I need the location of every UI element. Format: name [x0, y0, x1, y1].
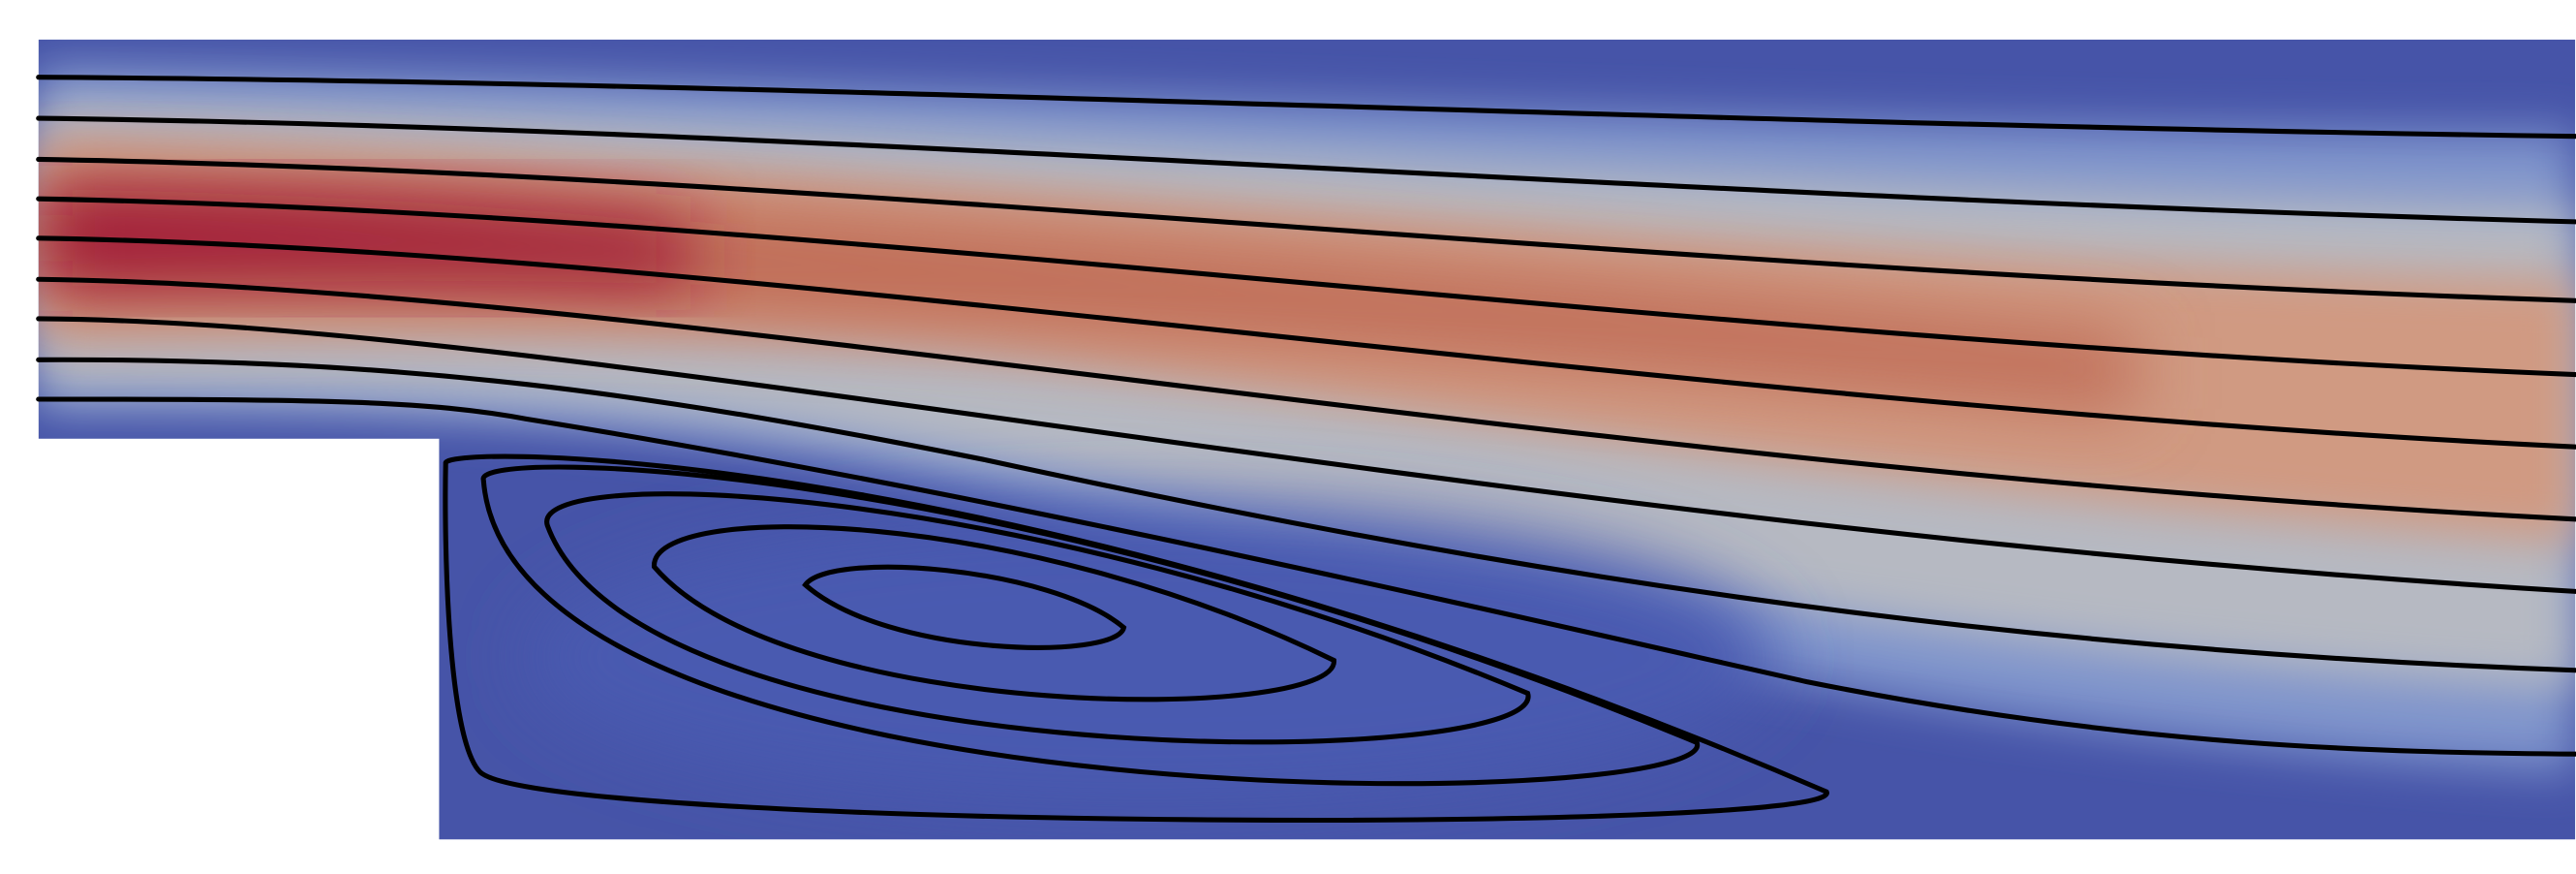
- eddy-loop: [802, 564, 1127, 650]
- streamlines: [36, 75, 2576, 757]
- field-eddy: [526, 509, 1774, 805]
- eddy-loop: [480, 464, 1700, 787]
- streamline: [36, 357, 2576, 673]
- streamline: [36, 276, 2576, 522]
- eddy-loop: [443, 453, 1829, 823]
- streamline: [36, 156, 2576, 303]
- eddy-loop: [651, 524, 1337, 702]
- streamline: [36, 115, 2576, 225]
- streamline: [36, 396, 2576, 757]
- recirculation: [443, 453, 1829, 823]
- eddy-loop: [544, 491, 1531, 745]
- streamline: [36, 235, 2576, 450]
- streamline: [36, 196, 2576, 378]
- streamline: [36, 316, 2576, 594]
- streamline: [36, 75, 2576, 140]
